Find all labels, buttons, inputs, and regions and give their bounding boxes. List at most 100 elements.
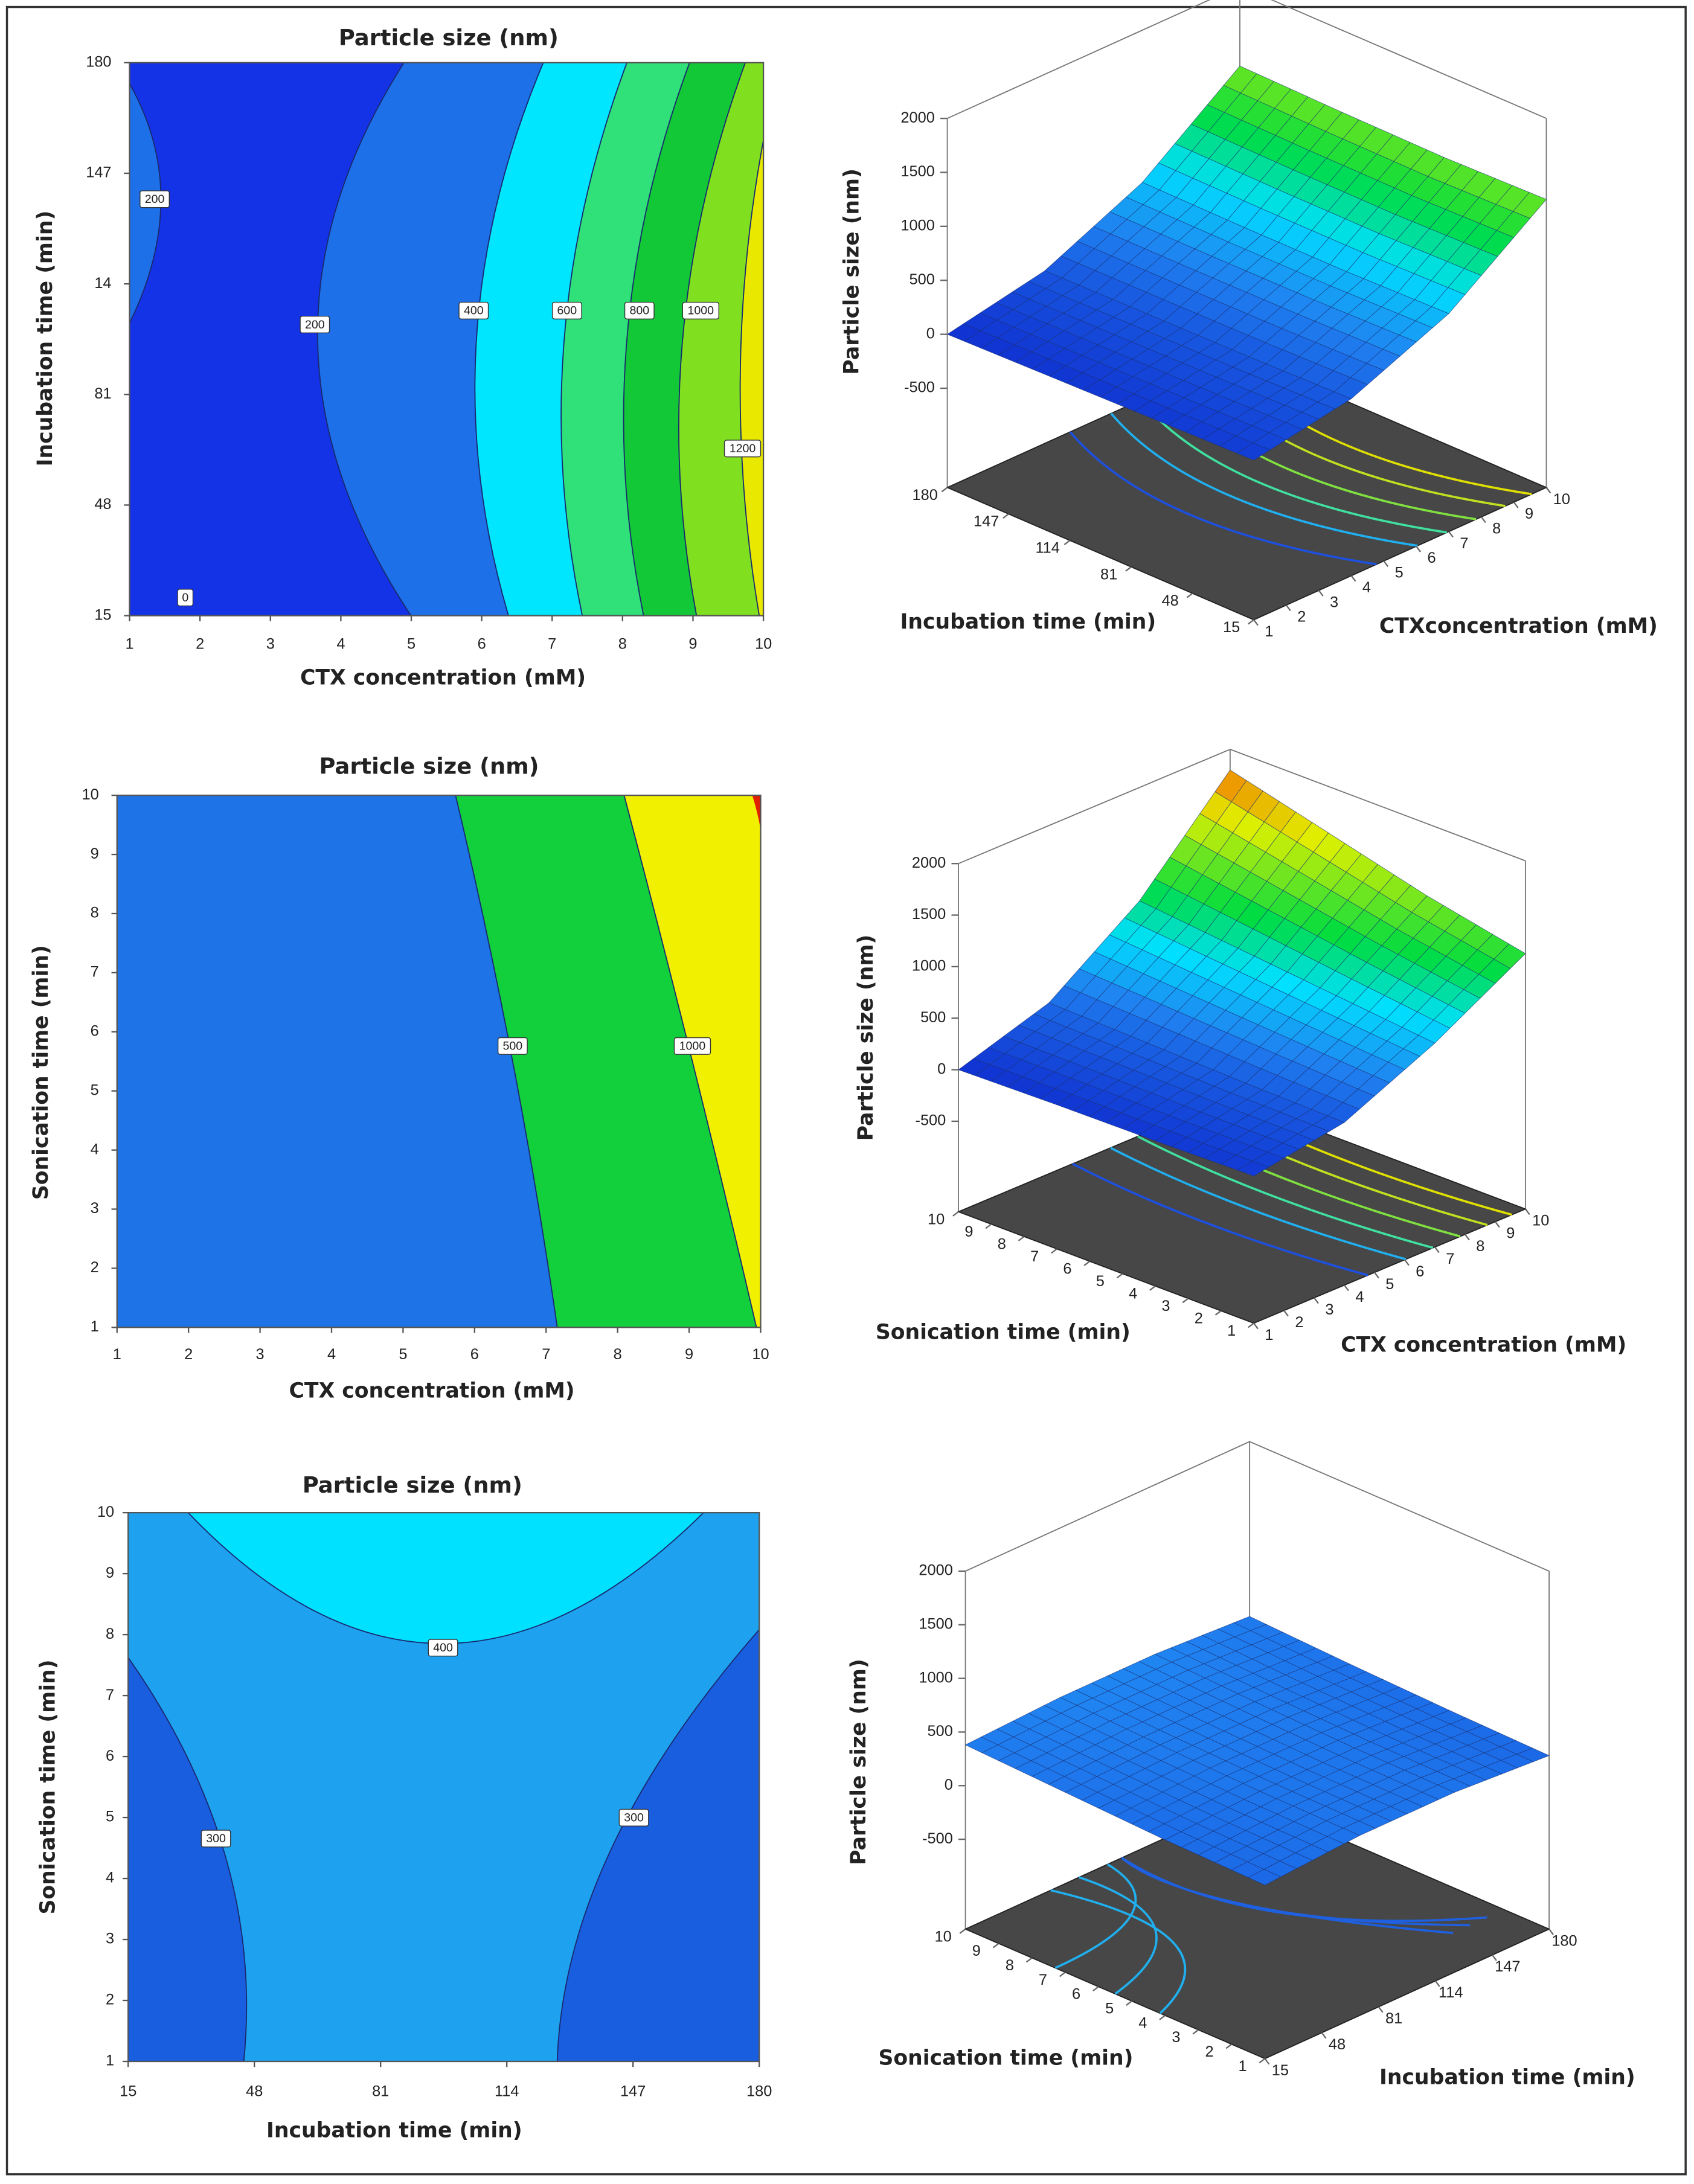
x-tick-label: 114 [495, 2083, 519, 2099]
x-tick-label: 2 [196, 636, 204, 653]
box-edge [1249, 1441, 1550, 1572]
y-tick [1059, 1971, 1066, 1977]
x-tick [1253, 1322, 1259, 1330]
z-tick-label: -500 [904, 379, 935, 396]
x-tick [1383, 560, 1389, 568]
x-tick-label: 1 [125, 636, 133, 653]
x-tick [1314, 1297, 1319, 1304]
x-axis-label: Incubation time (min) [266, 2118, 522, 2142]
contour-label-box [682, 301, 719, 319]
y-tick-label: 81 [94, 385, 111, 402]
contour-label: 400 [433, 1641, 453, 1654]
x-tick-label: 4 [1355, 1289, 1364, 1305]
contour-plot [117, 795, 761, 1328]
y-tick-label: 9 [972, 1942, 981, 1959]
x-axis-label: CTX concentration (mM) [300, 665, 586, 690]
z-tick-label: 0 [937, 1060, 946, 1077]
y-tick-label: 2 [106, 1991, 114, 2008]
y-tick-label: 147 [974, 513, 999, 530]
contour-label: 300 [624, 1811, 644, 1825]
x-tick-label: 48 [1329, 2036, 1346, 2053]
floor-contour [1069, 431, 1377, 566]
x-tick-label: 15 [1272, 2062, 1289, 2079]
x-tick [1480, 516, 1486, 523]
z-tick-label: 2000 [919, 1562, 952, 1579]
y-tick-label: 4 [106, 1869, 114, 1886]
floor-contour [1054, 1863, 1137, 1969]
y-tick [1064, 540, 1071, 545]
floor-contour [1110, 1147, 1407, 1261]
contour-region [752, 795, 761, 830]
x-tick [1285, 604, 1291, 612]
floor-contour [1137, 1135, 1434, 1249]
contour-line [474, 62, 544, 616]
contour-label-box [201, 1830, 231, 1848]
y-tick [1126, 2000, 1132, 2006]
z-tick-label: 1500 [900, 163, 934, 180]
x-tick-label: 81 [1385, 2010, 1402, 2027]
contour-region [740, 140, 764, 616]
contour-region [188, 1513, 704, 1644]
contour-label: 200 [145, 193, 165, 206]
floor-contour [1121, 1857, 1454, 1935]
y-tick-label: 3 [1172, 2029, 1180, 2046]
z-tick-label: 1500 [919, 1616, 952, 1633]
box-edge [965, 1441, 1250, 1572]
contour-region [557, 1629, 760, 2061]
y-tick-label: 6 [91, 1023, 99, 1040]
x-tick-label: 9 [1506, 1225, 1515, 1242]
y-tick-label: 15 [94, 606, 111, 623]
x-tick [1283, 1310, 1289, 1317]
y-tick [1025, 1957, 1033, 1963]
contour-label: 600 [557, 304, 577, 318]
y-tick [1186, 592, 1193, 598]
x-tick-label: 9 [688, 636, 697, 653]
contour-label-box [618, 1808, 649, 1827]
contour-line [678, 62, 746, 616]
figure-border [5, 5, 1687, 2176]
y-tick-label: 15 [1223, 619, 1240, 636]
contour-region [128, 1657, 247, 2061]
z-tick-label: 0 [926, 325, 935, 342]
z-tick-label: 500 [910, 271, 935, 288]
z-tick-label: -500 [916, 1112, 946, 1129]
x-tick-label: 7 [542, 1346, 550, 1363]
y-tick-label: 6 [1063, 1260, 1071, 1277]
contour-label: 1200 [730, 442, 756, 455]
chart-title: Particle size (nm) [339, 25, 559, 51]
y-tick-label: 5 [91, 1081, 99, 1098]
x-tick-label: 10 [755, 636, 772, 653]
x-axis-label: Incubation time (min) [1379, 2066, 1635, 2090]
y-tick [1149, 1285, 1156, 1291]
x-tick-label: 6 [1428, 549, 1436, 566]
surface-patch [1236, 1161, 1269, 1177]
floor-contour [1079, 1876, 1158, 1995]
contour-label-box [624, 301, 655, 319]
y-axis-label: Sonication time (min) [29, 945, 53, 1200]
contour-label: 400 [464, 304, 484, 318]
y-tick-label: 2 [1205, 2043, 1213, 2060]
y-tick [1182, 1298, 1189, 1304]
contour-label-box [673, 1037, 711, 1055]
z-axis-label: Particle size (nm) [854, 935, 878, 1141]
y-tick-label: 4 [1129, 1285, 1137, 1302]
z-tick-label: 2000 [900, 109, 934, 126]
y-tick [985, 1223, 992, 1229]
y-tick-label: 9 [106, 1564, 114, 1581]
z-tick-label: 1000 [919, 1669, 952, 1686]
z-tick-label: 2000 [912, 854, 946, 871]
x-tick [1416, 546, 1422, 552]
x-tick-label: 6 [478, 636, 486, 653]
chart-title: Particle size (nm) [319, 754, 539, 780]
y-tick [1125, 566, 1132, 572]
y-tick [1259, 2058, 1266, 2064]
y-tick-label: 3 [91, 1200, 99, 1217]
x-tick [1350, 575, 1356, 582]
y-axis-label: Sonication time (min) [876, 1321, 1131, 1345]
x-tick [1253, 619, 1259, 626]
contour-line [560, 62, 627, 616]
y-tick-label: 1 [106, 2052, 114, 2069]
contour-line [623, 795, 757, 1328]
x-tick-label: 114 [1439, 1984, 1463, 2001]
y-tick-label: 10 [928, 1211, 945, 1228]
